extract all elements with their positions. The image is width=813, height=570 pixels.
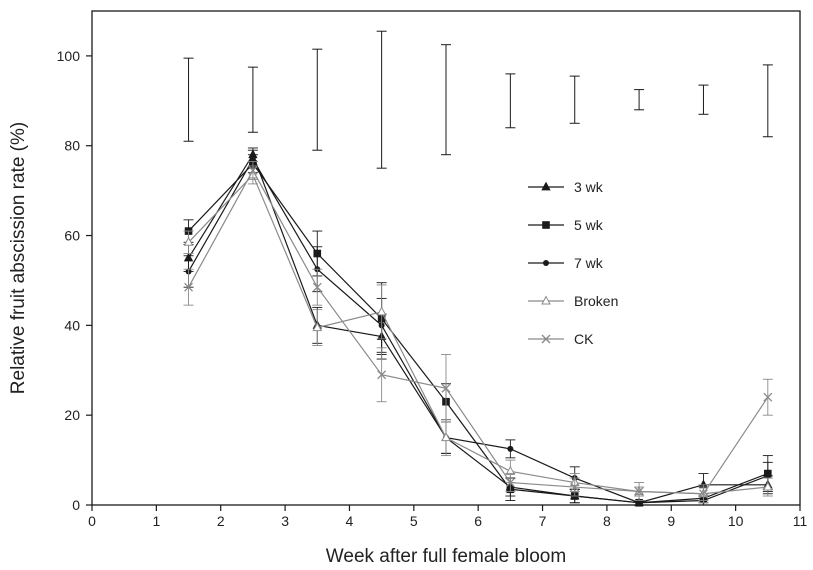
- data-point-7-wk: [764, 472, 771, 479]
- y-tick-label-100: 100: [57, 48, 81, 64]
- data-point-7-wk: [249, 156, 256, 163]
- x-tick-label-8: 8: [603, 513, 611, 529]
- legend-marker-7-wk: [543, 260, 549, 266]
- series-line-3-wk: [188, 153, 768, 504]
- plot-frame: [91, 10, 801, 506]
- x-tick-label-11: 11: [793, 513, 808, 529]
- data-point-ck: [763, 392, 773, 402]
- data-point-ck: [570, 482, 580, 492]
- series-line-7-wk: [188, 158, 769, 504]
- envelope-bar: [634, 89, 645, 111]
- series-3-wk: [183, 147, 773, 507]
- data-point-ck-stroke-b: [634, 487, 644, 496]
- legend: 3 wk 5 wk 7 wk Broken CK: [528, 179, 618, 347]
- data-point-broken: [376, 306, 387, 316]
- legend-item-broken: Broken: [528, 293, 618, 309]
- series-broken: [183, 165, 773, 501]
- data-point-ck-stroke-b: [441, 383, 451, 393]
- legend-marker-ck-stroke-b: [541, 334, 551, 344]
- axis-layer: 0 1 2 3 4 5 6 7 8 9 10 11 0 20 40 60 80 100: [57, 48, 808, 529]
- data-point-7-wk: [636, 499, 643, 506]
- data-point-broken: [441, 432, 451, 442]
- legend-marker-5-wk: [542, 221, 550, 229]
- data-point-ck: [505, 478, 515, 488]
- legend-label-5-wk: 5 wk: [574, 217, 604, 233]
- y-tick-label-20: 20: [64, 407, 80, 423]
- legend-marker-ck: [541, 334, 551, 344]
- legend-label-ck: CK: [574, 331, 594, 347]
- data-point-broken: [762, 481, 773, 491]
- envelope-bar: [312, 48, 323, 151]
- x-axis-title: Week after full female bloom: [326, 546, 566, 567]
- series-ck: [183, 160, 773, 504]
- envelope-bar: [698, 84, 709, 115]
- x-tick-label-3: 3: [281, 513, 289, 529]
- legend-label-3-wk: 3 wk: [574, 179, 604, 195]
- envelope-error-bars: [183, 30, 773, 169]
- x-tick-label-1: 1: [152, 513, 160, 529]
- envelope-bar: [247, 66, 258, 133]
- legend-marker-3-wk: [541, 181, 551, 191]
- data-point-ck-stroke-b: [377, 370, 387, 380]
- legend-marker-broken: [541, 295, 551, 305]
- series-line-ck: [188, 169, 769, 495]
- x-tick-label-0: 0: [88, 513, 96, 529]
- data-point-ck: [377, 370, 387, 380]
- legend-item-ck: CK: [528, 331, 594, 347]
- envelope-bar: [441, 44, 451, 156]
- legend-item-5-wk: 5 wk: [528, 217, 604, 233]
- data-point-ck-stroke-b: [505, 478, 515, 488]
- y-axis-title: Relative fruit abscission rate (%): [8, 122, 29, 394]
- data-point-ck: [634, 487, 644, 496]
- series-layer: [183, 147, 773, 507]
- data-point-ck-stroke-b: [248, 165, 258, 175]
- y-tick-label-60: 60: [64, 228, 80, 244]
- legend-label-7-wk: 7 wk: [574, 255, 604, 271]
- data-point-7-wk: [507, 445, 514, 452]
- data-point-ck: [441, 383, 451, 393]
- x-tick-label-7: 7: [539, 513, 547, 529]
- data-point-broken: [312, 322, 323, 332]
- data-point-ck-stroke-b: [698, 489, 708, 499]
- legend-item-3-wk: 3 wk: [528, 179, 604, 195]
- data-point-ck-stroke-b: [570, 482, 580, 492]
- x-tick-label-2: 2: [217, 513, 225, 529]
- data-point-ck: [248, 165, 258, 175]
- y-tick-label-80: 80: [64, 138, 80, 154]
- envelope-bar: [376, 30, 387, 169]
- y-tick-label-0: 0: [72, 497, 80, 513]
- legend-label-broken: Broken: [574, 293, 618, 309]
- data-point-ck: [312, 282, 322, 292]
- data-point-ck-stroke-b: [763, 392, 773, 402]
- x-tick-label-10: 10: [728, 513, 744, 529]
- series-line-5-wk: [188, 162, 769, 504]
- envelope-bar: [762, 64, 773, 138]
- data-point-ck-stroke-b: [184, 282, 194, 292]
- envelope-bar: [183, 57, 194, 142]
- envelope-bar: [569, 75, 580, 124]
- data-point-ck: [184, 282, 194, 292]
- x-tick-label-9: 9: [667, 513, 675, 529]
- data-point-ck-stroke-b: [312, 282, 322, 292]
- legend-item-7-wk: 7 wk: [528, 255, 604, 271]
- x-tick-label-6: 6: [474, 513, 482, 529]
- data-point-broken: [183, 236, 194, 246]
- x-tick-label-5: 5: [410, 513, 418, 529]
- series-5-wk: [183, 154, 773, 507]
- y-tick-label-40: 40: [64, 317, 80, 333]
- x-tick-label-4: 4: [346, 513, 354, 529]
- data-point-ck: [698, 489, 708, 499]
- envelope-bar: [505, 73, 516, 129]
